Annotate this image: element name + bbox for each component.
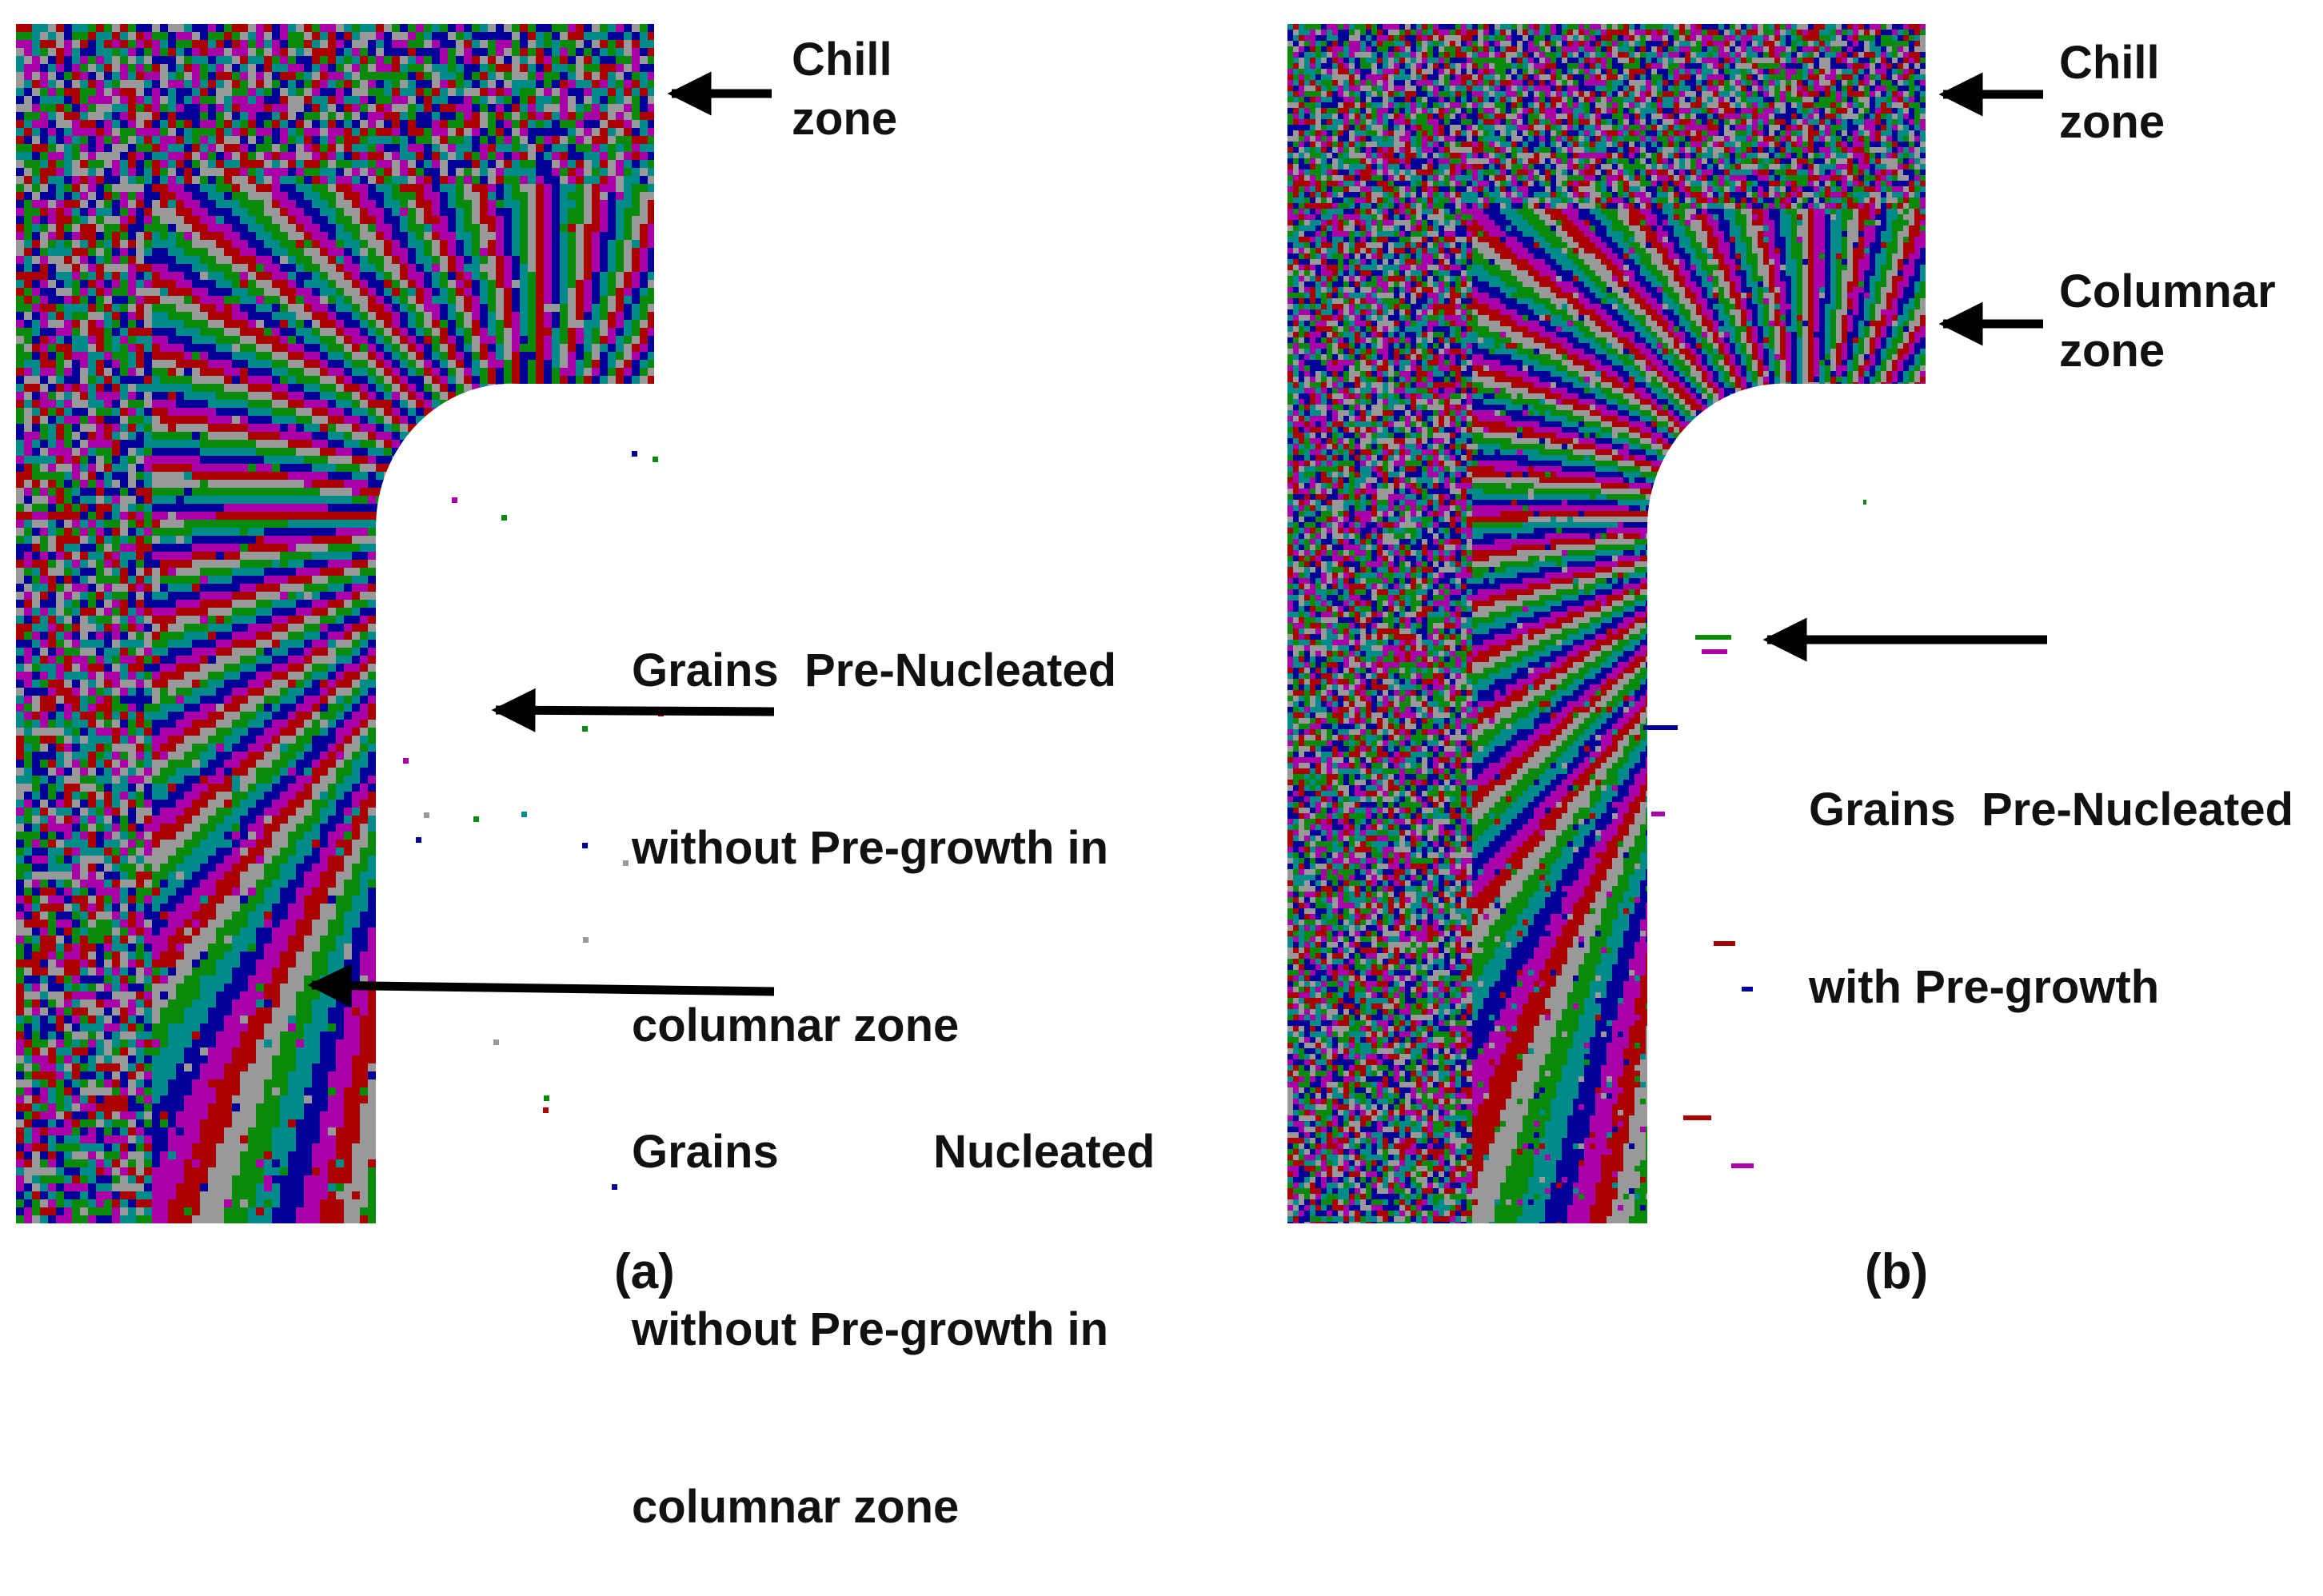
label-nucleated-a: Grains Nucleated without Pre-growth in c… [632,1004,1155,1596]
label-pre-growth-b: Grains Pre-Nucleated with Pre-growth [1809,662,2293,1076]
label-chill-zone-b: Chill zone [2059,34,2165,152]
annotation-overlay [0,0,2323,1307]
caption-a: (a) [614,1243,675,1300]
label-columnar-zone-b: Columnar zone [2059,262,2276,381]
caption-b: (b) [1865,1243,1928,1300]
label-chill-zone-a: Chill zone [792,30,897,149]
